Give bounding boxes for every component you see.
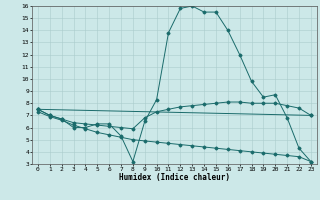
- X-axis label: Humidex (Indice chaleur): Humidex (Indice chaleur): [119, 173, 230, 182]
